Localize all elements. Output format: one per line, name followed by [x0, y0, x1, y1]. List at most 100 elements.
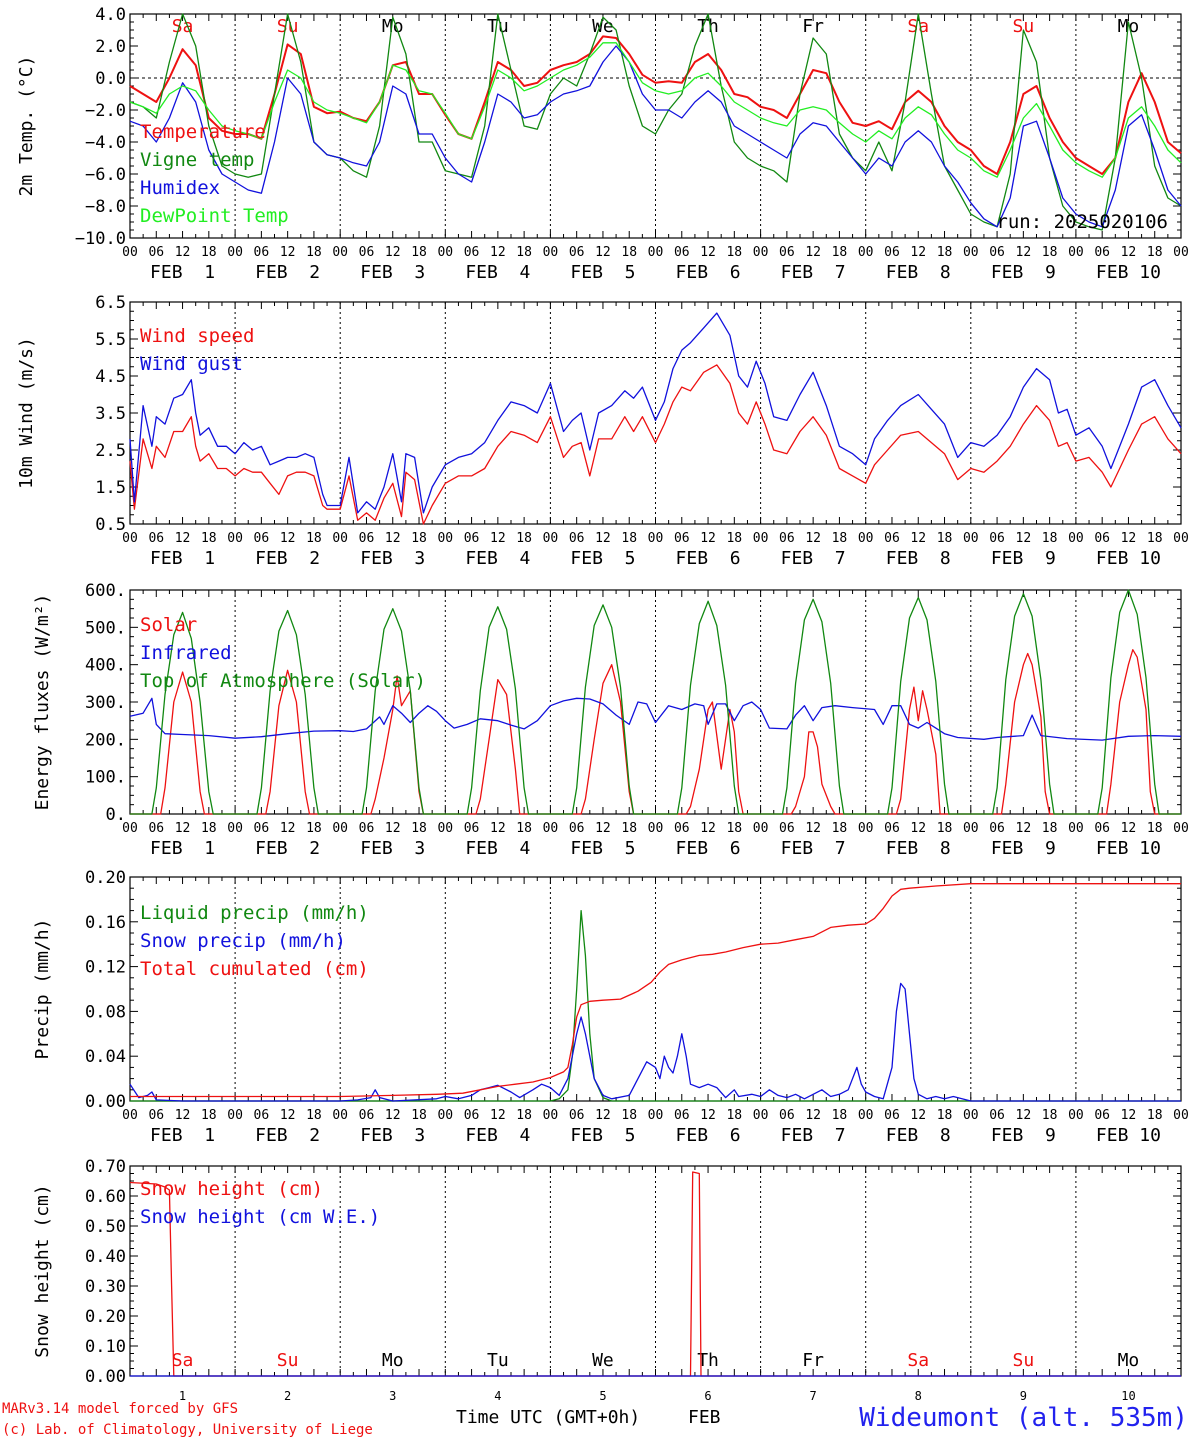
hour-tick-label: 18 [937, 1108, 953, 1123]
hour-tick-label: 06 [359, 1108, 375, 1123]
hour-tick-label: 12 [1016, 245, 1032, 260]
hour-tick-label: 12 [700, 531, 716, 546]
weekday-label: Mo [382, 1350, 404, 1371]
y-tick-label: 4.0 [95, 5, 126, 25]
station-label: Wideumont (alt. 535m) [859, 1403, 1188, 1433]
series-line-dewpoint-temp [129, 42, 1182, 178]
hour-tick-label: 18 [516, 245, 532, 260]
hour-tick-label: 18 [726, 245, 742, 260]
hour-tick-label: 06 [674, 1108, 690, 1123]
y-tick-label: 0.04 [85, 1047, 126, 1067]
hour-tick-label: 12 [700, 245, 716, 260]
hour-tick-label: 00 [332, 531, 348, 546]
date-label: FEB 5 [570, 1125, 635, 1146]
hour-tick-label: 12 [175, 245, 191, 260]
hour-tick-label: 18 [516, 821, 532, 836]
hour-tick-label: 12 [1016, 1108, 1032, 1123]
y-tick-label: −8.0 [85, 197, 126, 217]
hour-tick-label: 18 [1042, 821, 1058, 836]
date-label: FEB 4 [465, 262, 530, 283]
y-tick-label: 0.00 [85, 1367, 126, 1387]
hour-tick-label: 06 [148, 821, 164, 836]
date-label: FEB 3 [360, 1125, 425, 1146]
day-number-label: 1 [179, 1389, 186, 1403]
date-label: FEB 2 [255, 548, 320, 569]
hour-tick-label: 00 [858, 1108, 874, 1123]
hour-tick-label: 06 [674, 531, 690, 546]
wind-panel: 6.5 5.5 4.5 3.5 2.5 1.5 0.5 10m Wind (m/s) 00 06 1… [16, 293, 1189, 569]
hour-tick-label: 12 [700, 821, 716, 836]
y-tick-label: 100. [85, 768, 126, 788]
y-tick-label: 2.5 [95, 441, 126, 461]
time-axis-title: Time UTC (GMT+0h) [456, 1407, 640, 1428]
date-label: FEB 3 [360, 548, 425, 569]
hour-tick-label: 06 [989, 1108, 1005, 1123]
hour-tick-label: 18 [1147, 531, 1163, 546]
weekday-label: Su [1013, 16, 1035, 37]
weekday-label: Th [697, 1350, 719, 1371]
hour-tick-label: 12 [280, 1108, 296, 1123]
hour-tick-label: 18 [516, 531, 532, 546]
date-label: FEB 10 [1096, 838, 1161, 859]
y-tick-label: 600. [85, 581, 126, 601]
date-label: FEB 5 [570, 548, 635, 569]
hour-tick-label: 00 [963, 531, 979, 546]
y-tick-label: −4.0 [85, 133, 126, 153]
y-tick-label: 0.00 [85, 1092, 126, 1112]
footer-line-2: (c) Lab. of Climatology, University of L… [2, 1422, 373, 1438]
date-label: FEB 9 [991, 262, 1056, 283]
hour-tick-label: 18 [411, 245, 427, 260]
hour-tick-label: 12 [280, 821, 296, 836]
date-label: FEB 4 [465, 548, 530, 569]
y-tick-label: 0. [106, 805, 126, 825]
date-label: FEB 10 [1096, 1125, 1161, 1146]
y-axis-label: Precip (mm/h) [32, 919, 53, 1060]
date-label: FEB 6 [676, 838, 741, 859]
hour-tick-label: 06 [148, 1108, 164, 1123]
hour-tick-label: 06 [674, 245, 690, 260]
hour-tick-label: 12 [805, 245, 821, 260]
hour-tick-label: 12 [1016, 821, 1032, 836]
hour-tick-label: 00 [648, 531, 664, 546]
series-line-temperature [129, 35, 1182, 175]
hour-tick-label: 12 [385, 821, 401, 836]
hour-tick-label: 00 [963, 821, 979, 836]
hour-tick-label: 18 [832, 531, 848, 546]
date-label: FEB 1 [150, 262, 215, 283]
hour-tick-label: 18 [306, 245, 322, 260]
hour-tick-label: 12 [595, 531, 611, 546]
hour-tick-label: 06 [464, 821, 480, 836]
hour-tick-label: 00 [858, 531, 874, 546]
hour-tick-label: 06 [884, 245, 900, 260]
y-tick-label: 300. [85, 693, 126, 713]
hour-tick-label: 12 [910, 1108, 926, 1123]
weekday-label: Tu [487, 1350, 509, 1371]
hour-tick-label: 06 [148, 245, 164, 260]
hour-tick-label: 12 [490, 821, 506, 836]
date-label: FEB 1 [150, 838, 215, 859]
date-label: FEB 10 [1096, 548, 1161, 569]
hour-tick-label: 06 [359, 821, 375, 836]
hour-tick-label: 06 [569, 531, 585, 546]
date-label: FEB 8 [886, 548, 951, 569]
day-number-label: 9 [1020, 1389, 1027, 1403]
hour-tick-label: 18 [937, 531, 953, 546]
y-tick-label: 2.0 [95, 37, 126, 57]
hour-tick-label: 18 [1042, 531, 1058, 546]
y-axis-label: 10m Wind (m/s) [16, 337, 37, 489]
weekday-label: Fr [802, 1350, 824, 1371]
hour-tick-label: 12 [595, 821, 611, 836]
legend-entry: Infrared [140, 642, 232, 664]
date-label: FEB 1 [150, 548, 215, 569]
hour-tick-label: 06 [674, 821, 690, 836]
legend-entry: Snow height (cm W.E.) [140, 1206, 380, 1228]
hour-tick-label: 06 [569, 245, 585, 260]
y-tick-label: 3.5 [95, 404, 126, 424]
date-label: FEB 4 [465, 838, 530, 859]
hour-tick-label: 12 [490, 245, 506, 260]
hour-tick-label: 12 [1121, 245, 1137, 260]
y-tick-label: 0.50 [85, 1217, 126, 1237]
hour-tick-label: 12 [280, 245, 296, 260]
hour-tick-label: 00 [543, 245, 559, 260]
day-number-label: 10 [1121, 1389, 1135, 1403]
